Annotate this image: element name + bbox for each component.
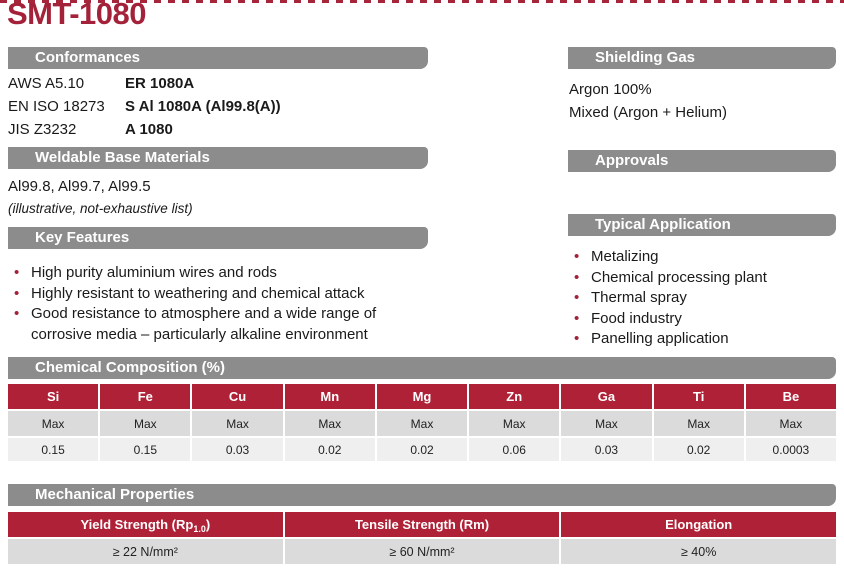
list-item: • Thermal spray [568, 288, 838, 309]
chemical-limit-cell: Max [192, 411, 283, 436]
list-item: • Good resistance to atmosphere and a wid… [8, 304, 434, 345]
section-header-approvals: Approvals [568, 150, 836, 172]
chemical-value-cell: 0.02 [653, 438, 744, 461]
chemical-column-header: Be [745, 384, 836, 409]
section-header-conformances: Conformances [8, 47, 428, 69]
mechanical-column-header: Tensile Strength (Rm) [284, 512, 560, 537]
chemical-value-cell: 0.03 [192, 438, 283, 461]
header-text: Tensile Strength (Rm) [354, 517, 490, 532]
top-dashed-divider [0, 0, 844, 3]
bullet-icon: • [14, 264, 20, 281]
shielding-gas-line: Mixed (Argon + Helium) [569, 104, 727, 121]
conformance-row: AWS A5.10 ER 1080A [8, 72, 438, 95]
chemical-composition-table: Si Fe Cu Mn Mg Zn Ga Ti Be Max Max Max Max Max Max Max M… [8, 384, 836, 461]
chemical-column-header: Fe [100, 384, 191, 409]
typical-application-list: • Metalizing • Chemical processing plant • Th… [568, 247, 838, 350]
bullet-icon: • [574, 268, 580, 286]
section-header-weldable-base-materials: Weldable Base Materials [8, 147, 428, 169]
bullet-icon: • [574, 248, 580, 265]
conformance-designation: ER 1080A [125, 75, 195, 92]
chemical-column-header: Mn [284, 384, 375, 409]
conformance-standard: JIS Z3232 [8, 121, 77, 138]
list-item-text: Good resistance to atmosphere and a wide… [31, 305, 377, 343]
chemical-limit-cell: Max [745, 411, 836, 436]
chemical-limit-cell: Max [100, 411, 191, 436]
section-header-shielding-gas: Shielding Gas [568, 47, 836, 69]
mechanical-value-cell: ≥ 60 N/mm² [284, 539, 560, 564]
list-item-text: Metalizing [591, 248, 659, 265]
section-header-mechanical-properties: Mechanical Properties [8, 484, 836, 506]
weldable-base-materials-content: Al99.8, Al99.7, Al99.5 (illustrative, no… [8, 176, 428, 219]
chemical-value-cell: 0.15 [100, 438, 191, 461]
product-title: SMT-1080 [7, 0, 147, 31]
mechanical-column-header: Elongation [561, 512, 836, 537]
mechanical-value-cell: ≥ 22 N/mm² [8, 539, 283, 564]
chemical-column-header: Cu [192, 384, 283, 409]
chemical-value-cell: 0.02 [376, 438, 468, 461]
chemical-value-cell: 0.15 [8, 438, 99, 461]
section-header-chemical-composition: Chemical Composition (%) [8, 357, 836, 379]
chemical-limit-cell: Max [376, 411, 468, 436]
bullet-icon: • [14, 284, 20, 302]
chemical-value-cell: 0.06 [469, 438, 560, 461]
shielding-gas-line: Argon 100% [569, 81, 652, 98]
bullet-icon: • [574, 309, 580, 327]
mechanical-value-cell: ≥ 40% [561, 539, 836, 564]
chemical-value-cell: 0.02 [284, 438, 375, 461]
chemical-column-header: Ti [653, 384, 744, 409]
shielding-gas-content: Argon 100% Mixed (Argon + Helium) [569, 78, 727, 124]
conformance-standard: AWS A5.10 [8, 75, 85, 92]
chemical-value-cell: 0.03 [561, 438, 652, 461]
mechanical-properties-table: Yield Strength (Rp 1.0) Tensile Strength (… [8, 512, 836, 564]
chemical-limit-cell: Max [561, 411, 652, 436]
key-features-list: • High purity aluminium wires and rods • Hi… [8, 263, 434, 345]
section-header-key-features: Key Features [8, 227, 428, 249]
chemical-limit-cell: Max [284, 411, 375, 436]
header-text: Yield Strength (Rp [80, 517, 194, 532]
chemical-limit-cell: Max [469, 411, 560, 436]
conformance-standard: EN ISO 18273 [8, 98, 105, 115]
bullet-icon: • [574, 289, 580, 306]
list-item: • Panelling application [568, 329, 838, 350]
weldable-materials-note: (illustrative, not-exhaustive list) [8, 201, 193, 216]
list-item-text: Thermal spray [591, 289, 687, 306]
list-item-text: Chemical processing plant [591, 268, 767, 286]
conformance-designation: A 1080 [125, 121, 173, 138]
bullet-icon: • [14, 305, 20, 322]
conformance-designation: S Al 1080A (Al99.8(A)) [125, 98, 281, 115]
chemical-column-header: Si [8, 384, 99, 409]
list-item-text: Highly resistant to weathering and chemi… [31, 284, 365, 302]
conformances-list: AWS A5.10 ER 1080A EN ISO 18273 S Al 1080A … [8, 72, 438, 141]
section-header-typical-application: Typical Application [568, 214, 836, 236]
conformance-row: JIS Z3232 A 1080 [8, 118, 438, 141]
chemical-column-header: Zn [469, 384, 560, 409]
chemical-column-header: Mg [376, 384, 468, 409]
conformance-row: EN ISO 18273 S Al 1080A (Al99.8(A)) [8, 95, 438, 118]
chemical-limit-cell: Max [653, 411, 744, 436]
list-item: • Metalizing [568, 247, 838, 268]
chemical-limit-cell: Max [8, 411, 99, 436]
header-text-tail: ) [205, 517, 211, 532]
list-item: • High purity aluminium wires and rods [8, 263, 434, 284]
header-text: Elongation [665, 517, 733, 532]
bullet-icon: • [574, 330, 580, 347]
list-item: • Chemical processing plant [568, 268, 838, 289]
mechanical-column-header: Yield Strength (Rp 1.0) [8, 512, 283, 537]
list-item: • Food industry [568, 309, 838, 330]
list-item-text: Panelling application [591, 330, 729, 347]
weldable-materials-text: Al99.8, Al99.7, Al99.5 [8, 178, 151, 195]
list-item-text: High purity aluminium wires and rods [31, 264, 277, 281]
chemical-value-cell: 0.0003 [745, 438, 836, 461]
chemical-column-header: Ga [561, 384, 652, 409]
header-subscript: 1.0 [193, 524, 206, 534]
list-item-text: Food industry [591, 309, 682, 327]
list-item: • Highly resistant to weathering and chem… [8, 284, 434, 305]
